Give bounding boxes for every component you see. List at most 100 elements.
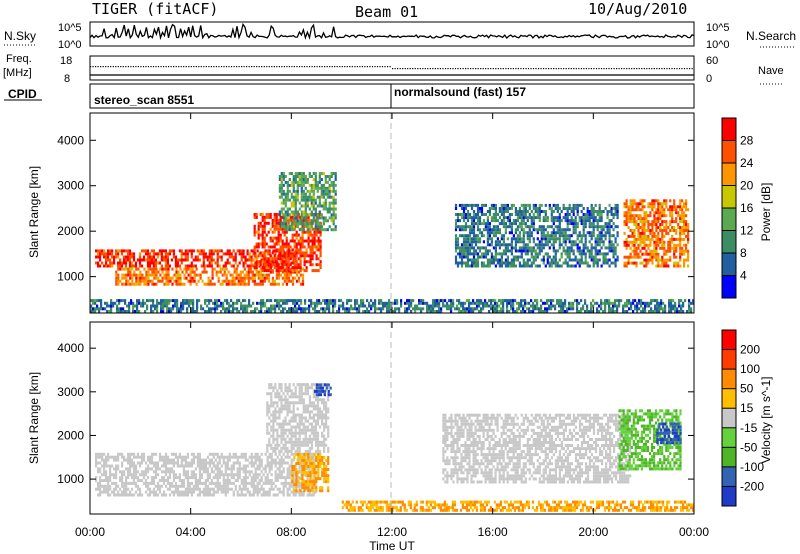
- power-cell: [687, 252, 690, 256]
- power-cell: [101, 249, 104, 253]
- power-cell: [319, 242, 322, 246]
- power-cell: [580, 237, 583, 241]
- power-cell: [464, 213, 468, 216]
- power-cell: [594, 252, 597, 256]
- power-cell: [224, 310, 227, 313]
- nave-dot: [475, 68, 477, 70]
- power-cell: [636, 301, 639, 305]
- power-cell: [306, 228, 309, 232]
- power-cell: [627, 214, 630, 218]
- velocity-cell: [105, 476, 108, 480]
- power-cell: [189, 276, 192, 280]
- power-cell: [151, 282, 154, 286]
- power-cell: [277, 248, 280, 252]
- power-cell: [502, 219, 505, 223]
- power-cell: [616, 210, 619, 213]
- power-cell: [320, 189, 323, 193]
- power-cell: [95, 249, 98, 253]
- power-cell: [504, 299, 507, 303]
- power-cell: [606, 258, 609, 262]
- power-cell: [328, 299, 331, 303]
- velocity-cell: [123, 455, 126, 459]
- power-cell: [280, 186, 283, 190]
- power-cell: [476, 255, 480, 259]
- velocity-cell: [204, 487, 207, 491]
- power-cell: [494, 213, 497, 216]
- power-cell: [188, 249, 191, 253]
- power-cell: [255, 230, 258, 234]
- power-cell: [558, 228, 561, 232]
- power-cell: [275, 242, 278, 246]
- power-cell: [460, 255, 464, 259]
- power-cell: [625, 237, 628, 241]
- power-cell: [673, 246, 676, 250]
- nave-dot: [439, 68, 441, 70]
- power-cell: [166, 299, 169, 303]
- power-cell: [285, 239, 288, 243]
- nave-dot: [218, 66, 220, 68]
- power-cell: [326, 228, 329, 232]
- power-cell: [282, 301, 285, 305]
- power-cell: [641, 240, 644, 244]
- power-cell: [160, 249, 163, 253]
- power-cell: [302, 307, 305, 311]
- power-cell: [651, 220, 654, 224]
- power-cell: [534, 307, 537, 311]
- power-ytick-label: 1000: [57, 270, 84, 284]
- nave-dot: [258, 66, 260, 68]
- nave-dot: [467, 68, 469, 70]
- power-cell: [316, 225, 319, 229]
- power-cell: [294, 189, 297, 193]
- power-cell: [631, 229, 634, 232]
- power-cell: [594, 216, 597, 220]
- power-cell: [600, 246, 603, 250]
- velocity-cell: [150, 458, 154, 462]
- power-cell: [552, 203, 555, 207]
- power-cell: [242, 255, 245, 259]
- power-cell: [633, 240, 636, 244]
- power-cell: [226, 299, 229, 303]
- velocity-cell: [178, 490, 181, 494]
- power-cell: [322, 222, 325, 226]
- power-cell: [289, 245, 292, 249]
- power-cell: [664, 310, 667, 313]
- power-cell: [206, 258, 209, 262]
- power-cell: [229, 282, 232, 286]
- power-cell: [500, 243, 503, 247]
- power-cell: [673, 264, 676, 268]
- power-cell: [598, 237, 601, 241]
- velocity-cell: [123, 470, 126, 474]
- power-cell: [524, 310, 527, 313]
- power-cell: [165, 273, 168, 277]
- power-cell: [163, 276, 166, 280]
- power-cell: [138, 261, 142, 265]
- power-cell: [637, 205, 640, 209]
- power-cell: [111, 264, 114, 268]
- power-cell: [683, 220, 686, 224]
- power-cell: [456, 240, 460, 244]
- power-cell: [261, 239, 264, 243]
- power-cell: [482, 252, 485, 256]
- velocity-cell: [140, 458, 144, 462]
- power-cell: [356, 310, 359, 313]
- power-cell: [496, 228, 499, 232]
- power-cell: [99, 252, 102, 256]
- power-cell: [651, 202, 654, 206]
- power-cell: [562, 261, 565, 265]
- power-cell: [506, 210, 509, 213]
- power-cell: [257, 270, 260, 274]
- power-cell: [681, 205, 684, 209]
- power-cell: [294, 195, 297, 199]
- nave-dot: [404, 68, 406, 70]
- power-cell: [432, 299, 435, 303]
- power-cell: [606, 216, 609, 220]
- power-cell: [304, 207, 307, 211]
- power-cell: [278, 252, 281, 256]
- power-cell: [520, 222, 523, 226]
- power-cell: [336, 310, 339, 313]
- power-cell: [444, 304, 447, 308]
- power-cell: [472, 210, 476, 213]
- power-cell: [562, 246, 565, 250]
- power-cell: [284, 195, 287, 199]
- power-cell: [132, 258, 136, 262]
